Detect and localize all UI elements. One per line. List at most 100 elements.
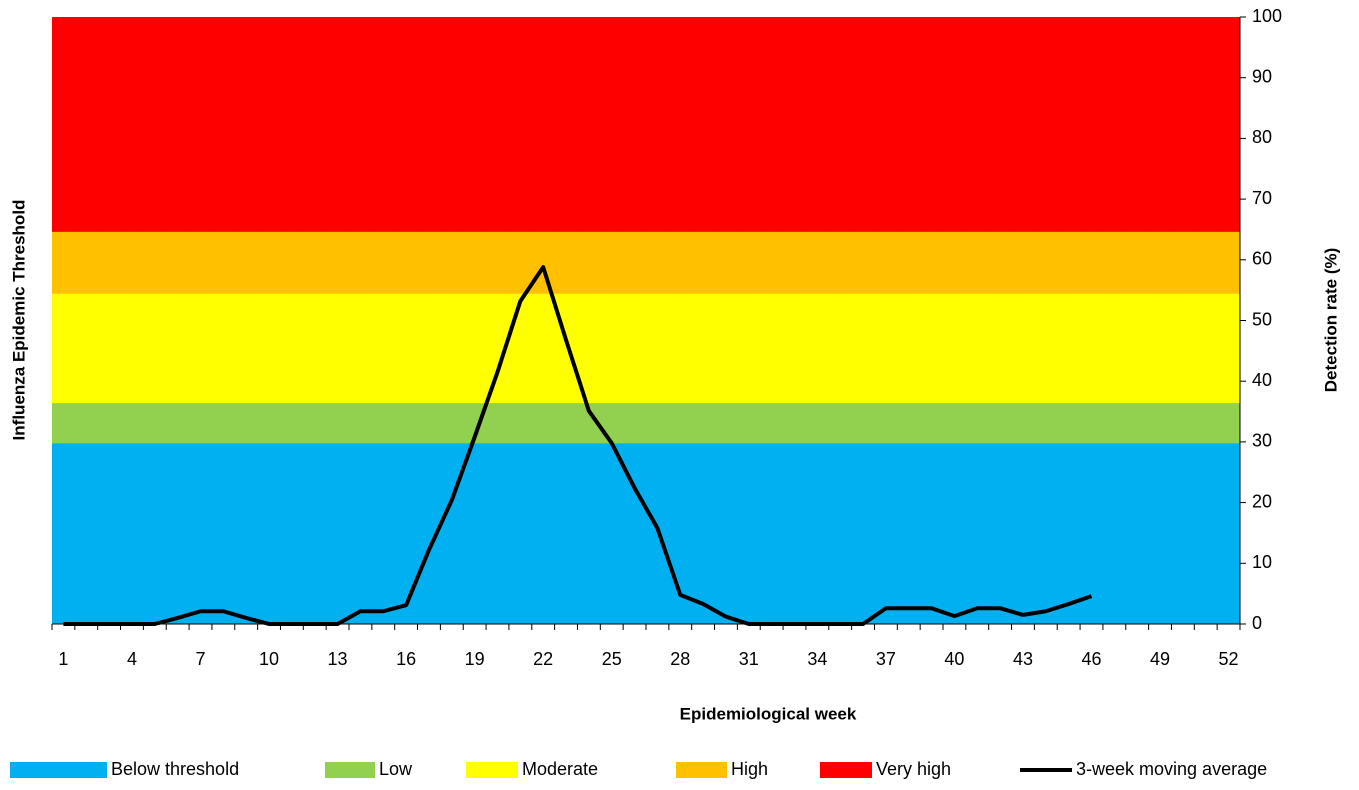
y2-tick-label: 40 [1252,370,1272,390]
threshold-band [1125,17,1150,232]
threshold-band [1194,443,1218,624]
threshold-band [600,293,624,404]
threshold-band [440,17,464,232]
threshold-band [486,17,510,232]
threshold-band [1034,231,1058,294]
threshold-band [988,17,1013,232]
threshold-band [623,293,647,404]
threshold-band [851,231,875,294]
threshold-band [1080,17,1104,232]
legend-label: Very high [876,759,951,779]
threshold-band [920,293,944,404]
threshold-band [1057,443,1081,624]
threshold-band [303,293,327,404]
threshold-band [943,403,967,444]
threshold-band [1125,403,1150,444]
threshold-band [1034,443,1058,624]
threshold-band [74,231,99,294]
threshold-band [52,403,76,444]
threshold-band [1194,403,1218,444]
threshold-band [943,293,967,404]
threshold-band [303,403,327,444]
threshold-band [417,17,441,232]
threshold-band [463,443,487,624]
x-tick-label: 19 [465,649,485,669]
threshold-band [623,403,647,444]
threshold-band [97,293,122,404]
threshold-band [211,293,236,404]
x-tick-label: 40 [944,649,964,669]
threshold-band [1217,403,1241,444]
threshold-band [851,403,875,444]
threshold-band [349,403,373,444]
threshold-band [874,231,898,294]
threshold-band [257,403,281,444]
threshold-band [166,231,190,294]
threshold-band [508,17,533,232]
threshold-band [897,17,921,232]
threshold-band [1217,293,1241,404]
threshold-band [646,17,670,232]
threshold-band [74,293,99,404]
threshold-band [760,17,784,232]
threshold-band [668,17,693,232]
threshold-band [189,17,213,232]
threshold-band [1102,17,1127,232]
threshold-band [280,403,304,444]
threshold-band [326,231,350,294]
threshold-band [714,443,738,624]
moving-average-line [63,265,1093,626]
threshold-band [1148,293,1172,404]
threshold-band [988,231,1013,294]
threshold-band [600,231,624,294]
threshold-band [1194,231,1218,294]
y2-tick-label: 0 [1252,613,1262,633]
threshold-band [52,231,76,294]
threshold-band [417,293,441,404]
threshold-band [371,403,396,444]
x-tick-label: 37 [876,649,896,669]
threshold-band [1171,231,1195,294]
threshold-band [1057,231,1081,294]
legend-label: High [731,759,768,779]
threshold-band [600,443,624,624]
threshold-band [646,293,670,404]
legend-swatch [10,762,107,778]
threshold-band [714,403,738,444]
threshold-band [828,443,853,624]
threshold-band [166,443,190,624]
threshold-band [52,17,76,232]
threshold-band [486,443,510,624]
threshold-band [828,17,853,232]
y2-tick-label: 80 [1252,127,1272,147]
threshold-band [257,17,281,232]
threshold-band [394,293,419,404]
threshold-band [417,403,441,444]
threshold-band [257,443,281,624]
threshold-band [691,231,716,294]
threshold-band [851,17,875,232]
threshold-band [783,17,807,232]
threshold-band [1080,231,1104,294]
threshold-band [1080,443,1104,624]
x-tick-label: 10 [259,649,279,669]
threshold-band [668,293,693,404]
threshold-band [143,293,167,404]
threshold-band [737,17,761,232]
threshold-band [691,293,716,404]
threshold-band [1171,403,1195,444]
threshold-band [1057,403,1081,444]
threshold-band [189,443,213,624]
threshold-band [120,17,144,232]
x-tick-label: 13 [328,649,348,669]
threshold-band [417,443,441,624]
threshold-band [143,231,167,294]
x-tick-label: 28 [670,649,690,669]
threshold-band [189,403,213,444]
threshold-band [943,231,967,294]
threshold-band [531,231,556,294]
x-tick-label: 31 [739,649,759,669]
threshold-band [897,403,921,444]
threshold-band [463,403,487,444]
threshold-band [349,231,373,294]
